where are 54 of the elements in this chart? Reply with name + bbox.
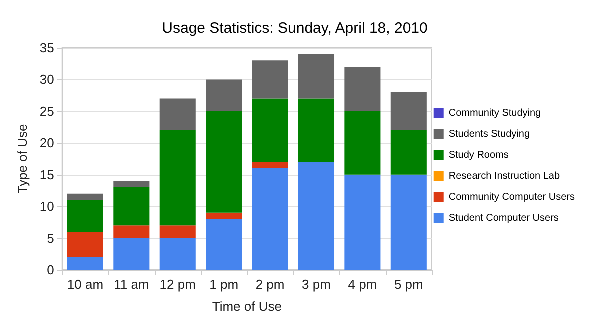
y-tick-label: 25 <box>40 104 54 119</box>
bar <box>206 111 242 213</box>
x-axis-title: Time of Use <box>212 299 282 314</box>
bar <box>252 98 288 162</box>
bar <box>390 92 427 130</box>
x-tick-label: 10 am <box>67 277 104 292</box>
x-tick-label: 4 pm <box>348 277 378 292</box>
x-tick-label: 5 pm <box>394 277 424 292</box>
bar <box>114 226 150 238</box>
bar <box>390 130 427 175</box>
bar <box>114 188 150 226</box>
bar <box>252 60 288 99</box>
bar <box>252 162 288 169</box>
bar <box>67 232 104 258</box>
legend-label: Students Studying <box>448 129 530 140</box>
x-tick-label: 11 am <box>114 277 150 292</box>
legend-label: Study Rooms <box>448 150 509 161</box>
bar <box>206 80 242 112</box>
bar <box>67 200 104 232</box>
bar <box>160 226 196 238</box>
bar <box>252 168 288 270</box>
legend-label: Community Computer Users <box>448 192 576 203</box>
bar <box>390 174 427 270</box>
chart-title: Usage Statistics: Sunday, April 18, 2010 <box>162 20 428 37</box>
bar <box>160 98 196 130</box>
bar <box>206 212 242 220</box>
y-tick-label: 30 <box>40 72 54 88</box>
bar <box>298 98 335 162</box>
bar <box>67 257 104 270</box>
x-tick-label: 12 pm <box>160 277 196 292</box>
y-tick-label: 10 <box>40 199 54 214</box>
bar <box>160 238 196 270</box>
y-tick-label: 5 <box>47 230 54 246</box>
bar <box>344 174 381 270</box>
y-axis-title: Type of Use <box>15 124 30 194</box>
legend-label: Community Studying <box>448 108 542 119</box>
y-tick-label: 20 <box>40 136 54 151</box>
bar <box>344 67 381 112</box>
bar <box>160 130 196 226</box>
y-tick-label: 15 <box>40 167 54 182</box>
y-tick-label: 35 <box>40 40 54 56</box>
bar <box>114 238 150 270</box>
x-tick-label: 2 pm <box>256 277 285 292</box>
bar <box>67 194 104 200</box>
legend-label: Student Computer Users <box>448 213 559 224</box>
x-tick-label: 3 pm <box>302 277 331 292</box>
bar <box>298 162 335 270</box>
bar <box>344 111 381 175</box>
x-tick-label: 1 pm <box>210 277 239 292</box>
bar <box>206 219 242 270</box>
bar <box>298 54 335 99</box>
y-tick-label: 0 <box>47 262 54 278</box>
bar <box>114 181 150 188</box>
legend-label: Research Instruction Lab <box>448 171 560 182</box>
